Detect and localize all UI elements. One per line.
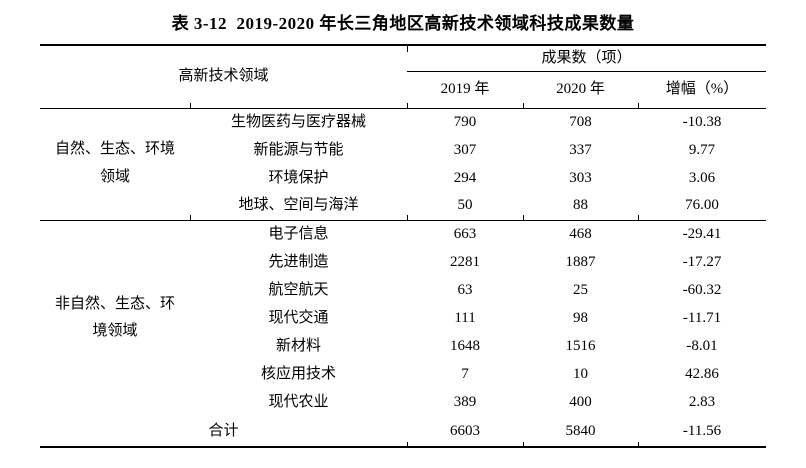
table-row: 核应用技术 7 10 42.86 <box>40 360 766 388</box>
field-cell: 核应用技术 <box>261 365 337 382</box>
value-2020-cell: 303 <box>569 169 592 186</box>
growth-cell: -60.32 <box>682 281 722 298</box>
field-cell: 新能源与节能 <box>253 141 344 158</box>
column-tick <box>407 103 408 109</box>
growth-cell: -11.71 <box>682 309 722 326</box>
col-header-results: 成果数（项） <box>407 45 767 72</box>
column-tick <box>638 215 639 221</box>
value-2019-cell: 7 <box>461 365 469 382</box>
column-tick <box>190 215 191 221</box>
table-row: 现代农业 389 400 2.83 <box>40 388 766 416</box>
total-2020-cell: 5840 <box>565 422 596 439</box>
value-2019-cell: 294 <box>453 169 477 186</box>
column-tick <box>190 103 191 109</box>
value-2020-cell: 1516 <box>565 337 596 354</box>
growth-cell: 76.00 <box>638 192 767 221</box>
field-cell: 电子信息 <box>268 225 329 242</box>
value-2020-cell: 1887 <box>565 253 596 270</box>
value-2019-cell: 63 <box>457 281 473 298</box>
group-label-non-natural: 非自然、生态、环境领域 <box>40 220 190 416</box>
value-2019-cell: 790 <box>453 113 477 130</box>
column-tick <box>407 215 408 221</box>
total-row: 合计 6603 5840 -11.56 <box>40 416 766 447</box>
group-label-natural: 自然、生态、环境领域 <box>40 108 190 221</box>
field-cell: 新材料 <box>276 337 322 354</box>
value-2019-cell: 663 <box>453 225 477 242</box>
field-cell: 先进制造 <box>268 253 329 270</box>
table-row: 环境保护 294 303 3.06 <box>40 164 766 192</box>
value-2020-cell: 10 <box>573 365 589 382</box>
col-header-field: 高新技术领域 <box>40 45 408 109</box>
value-2020-cell: 88 <box>523 192 639 221</box>
col-header-growth: 增幅（%） <box>638 71 767 109</box>
value-2019-cell: 2281 <box>450 253 481 270</box>
field-cell: 地球、空间与海洋 <box>190 192 408 221</box>
column-tick <box>638 442 639 448</box>
value-2019-cell: 50 <box>407 192 524 221</box>
total-growth-cell: -11.56 <box>682 422 722 439</box>
field-cell: 现代交通 <box>268 309 329 326</box>
growth-cell: -10.38 <box>682 113 722 130</box>
table-title: 表 3-12 2019-2020 年长三角地区高新技术领域科技成果数量 <box>171 14 635 33</box>
total-label-cell: 合计 <box>208 422 239 439</box>
column-tick <box>523 442 524 448</box>
growth-cell: 9.77 <box>688 141 716 158</box>
table-row: 现代交通 111 98 -11.71 <box>40 304 766 332</box>
col-header-2019: 2019 年 <box>407 71 524 109</box>
value-2020-cell: 708 <box>569 113 592 130</box>
group-label-text: 自然、生态、环境领域 <box>54 141 175 185</box>
table-row: 新能源与节能 307 337 9.77 <box>40 136 766 164</box>
column-tick <box>407 442 408 448</box>
column-tick <box>523 215 524 221</box>
value-2020-cell: 468 <box>569 225 592 242</box>
value-2020-cell: 337 <box>569 141 592 158</box>
value-2019-cell: 111 <box>454 309 476 326</box>
results-table-wrapper: 高新技术领域 成果数（项） 2019 年 2020 年 增幅（%） 自然、生态、… <box>40 44 767 448</box>
table-row: 非自然、生态、环境领域 电子信息 663 468 -29.41 <box>40 220 766 339</box>
table-row: 自然、生态、环境领域 生物医药与医疗器械 790 708 -10.38 <box>40 108 766 221</box>
field-cell: 环境保护 <box>268 169 329 186</box>
value-2020-cell: 98 <box>573 309 589 326</box>
header-row-sub: 2019 年 2020 年 增幅（%） <box>40 71 767 109</box>
growth-cell: -8.01 <box>686 337 718 354</box>
column-tick <box>523 103 524 109</box>
field-cell: 生物医药与医疗器械 <box>231 113 367 130</box>
growth-cell: 3.06 <box>688 169 716 186</box>
table-row: 新材料 1648 1516 -8.01 <box>40 332 766 360</box>
field-cell: 航空航天 <box>268 281 329 298</box>
group-label-text: 非自然、生态、环境领域 <box>54 295 175 340</box>
results-table: 高新技术领域 成果数（项） 2019 年 2020 年 增幅（%） 自然、生态、… <box>40 44 767 448</box>
growth-cell: -17.27 <box>682 253 722 270</box>
field-cell: 现代农业 <box>268 393 329 410</box>
col-header-2020: 2020 年 <box>523 71 639 109</box>
growth-cell: 2.83 <box>688 393 716 410</box>
column-tick <box>638 103 639 109</box>
column-tick <box>407 46 408 52</box>
total-2019-cell: 6603 <box>450 422 481 439</box>
table-row: 地球、空间与海洋 50 88 76.00 <box>40 192 767 221</box>
value-2020-cell: 400 <box>569 393 592 410</box>
growth-cell: 42.86 <box>685 365 719 382</box>
value-2019-cell: 307 <box>453 141 477 158</box>
value-2019-cell: 1648 <box>450 337 481 354</box>
value-2019-cell: 389 <box>453 393 477 410</box>
growth-cell: -29.41 <box>682 225 722 242</box>
header-row-top: 高新技术领域 成果数（项） <box>40 45 767 109</box>
value-2020-cell: 25 <box>573 281 589 298</box>
table-row: 先进制造 2281 1887 -17.27 <box>40 248 766 276</box>
table-row: 航空航天 63 25 -60.32 <box>40 276 766 304</box>
